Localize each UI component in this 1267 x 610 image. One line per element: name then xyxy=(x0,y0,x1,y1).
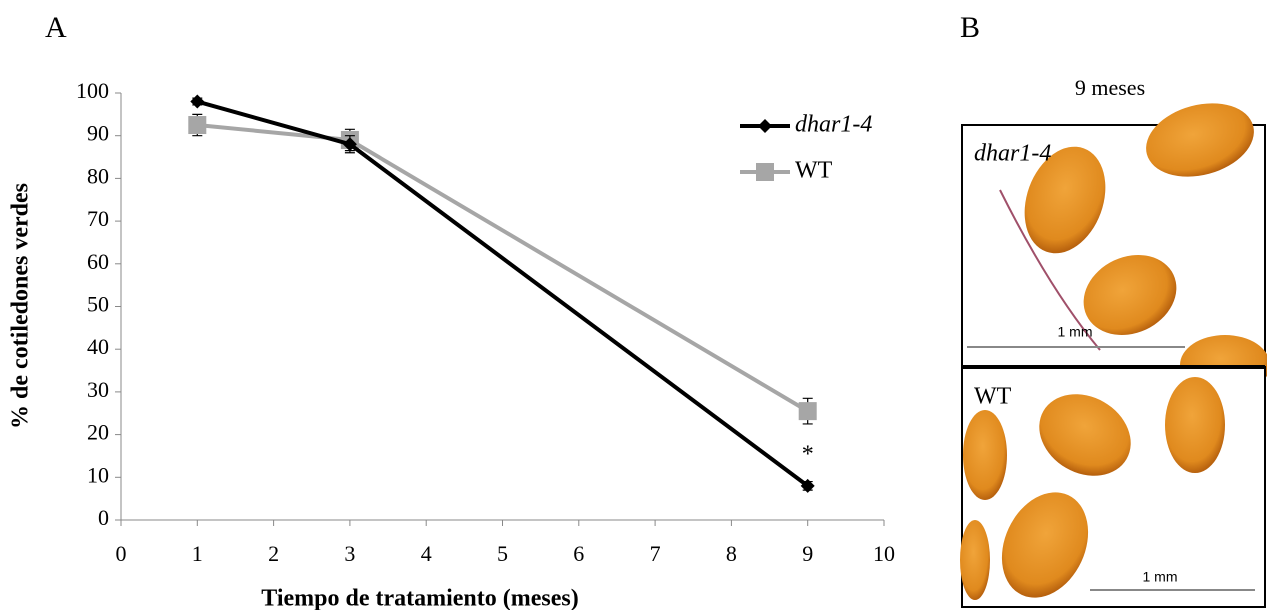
series-line xyxy=(197,123,809,413)
x-tick-label: 1 xyxy=(192,541,203,566)
x-tick-label: 7 xyxy=(650,541,661,566)
x-tick-label: 0 xyxy=(116,541,127,566)
marker xyxy=(800,478,815,493)
x-tick-label: 3 xyxy=(344,541,355,566)
y-tick-label: 90 xyxy=(87,121,109,146)
y-axis-label: % de cotiledones verdes xyxy=(8,183,34,429)
annotation: * xyxy=(802,441,814,467)
marker xyxy=(190,94,205,109)
panel-label: A xyxy=(45,11,67,44)
x-axis-label: Tiempo de tratamiento (meses) xyxy=(261,586,578,610)
marker xyxy=(342,137,357,152)
y-tick-label: 60 xyxy=(87,249,109,274)
legend-label: WT xyxy=(795,158,833,184)
y-tick-label: 80 xyxy=(87,163,109,188)
y-tick-label: 0 xyxy=(98,505,109,530)
legend-label: dhar1-4 xyxy=(795,112,872,138)
image-label: WT xyxy=(974,384,1012,410)
x-tick-label: 9 xyxy=(802,541,813,566)
panel-label: B xyxy=(960,11,980,44)
photo xyxy=(960,103,1267,608)
legend-marker xyxy=(758,119,772,133)
x-tick-label: 5 xyxy=(497,541,508,566)
x-tick-label: 8 xyxy=(726,541,737,566)
image-label: dhar1-4 xyxy=(974,141,1051,167)
y-tick-label: 30 xyxy=(87,377,109,402)
y-tick-label: 100 xyxy=(76,78,109,103)
panel-title: 9 meses xyxy=(1075,75,1145,100)
x-tick-label: 10 xyxy=(873,541,895,566)
marker xyxy=(188,116,207,135)
y-tick-label: 70 xyxy=(87,206,109,231)
legend-marker xyxy=(756,163,774,181)
y-tick-label: 40 xyxy=(87,334,109,359)
scale-label: 1 mm xyxy=(1143,569,1178,585)
scale-label: 1 mm xyxy=(1058,324,1093,340)
series-line xyxy=(196,99,809,488)
x-tick-label: 4 xyxy=(421,541,432,566)
y-tick-label: 10 xyxy=(87,462,109,487)
x-tick-label: 2 xyxy=(268,541,279,566)
y-tick-label: 20 xyxy=(87,420,109,445)
y-tick-label: 50 xyxy=(87,292,109,317)
marker xyxy=(798,402,817,421)
x-tick-label: 6 xyxy=(573,541,584,566)
